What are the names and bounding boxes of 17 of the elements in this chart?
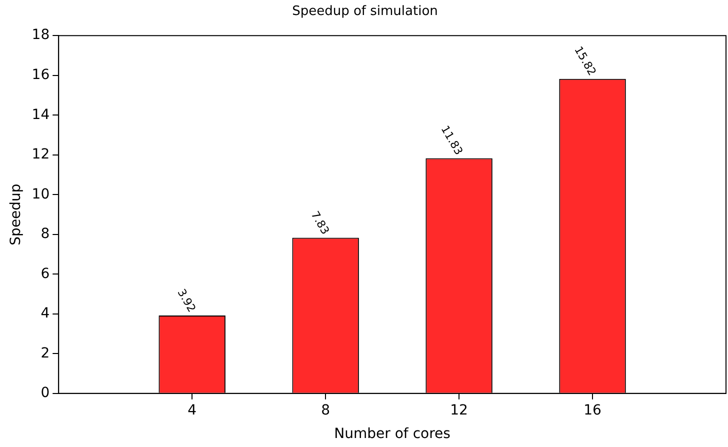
x-tick-label: 8	[321, 402, 330, 418]
y-tick-label: 2	[40, 345, 50, 362]
y-tick-label: 4	[40, 306, 50, 322]
x-tick-label: 12	[450, 402, 468, 418]
y-tick-label: 12	[32, 146, 50, 163]
y-tick-label: 18	[32, 27, 50, 44]
y-tick-label: 14	[32, 106, 50, 123]
y-tick-label: 6	[40, 266, 50, 282]
y-tick-label: 0	[40, 385, 50, 402]
y-tick-label: 10	[32, 186, 50, 202]
x-axis-title: Number of cores	[334, 426, 450, 442]
y-tick-label: 8	[40, 226, 50, 242]
y-axis-title: Speedup	[8, 184, 24, 246]
chart-title: Speedup of simulation	[292, 4, 438, 20]
x-tick-label: 4	[188, 402, 197, 418]
y-tick-label: 16	[32, 66, 50, 83]
x-tick-label: 16	[584, 402, 602, 418]
